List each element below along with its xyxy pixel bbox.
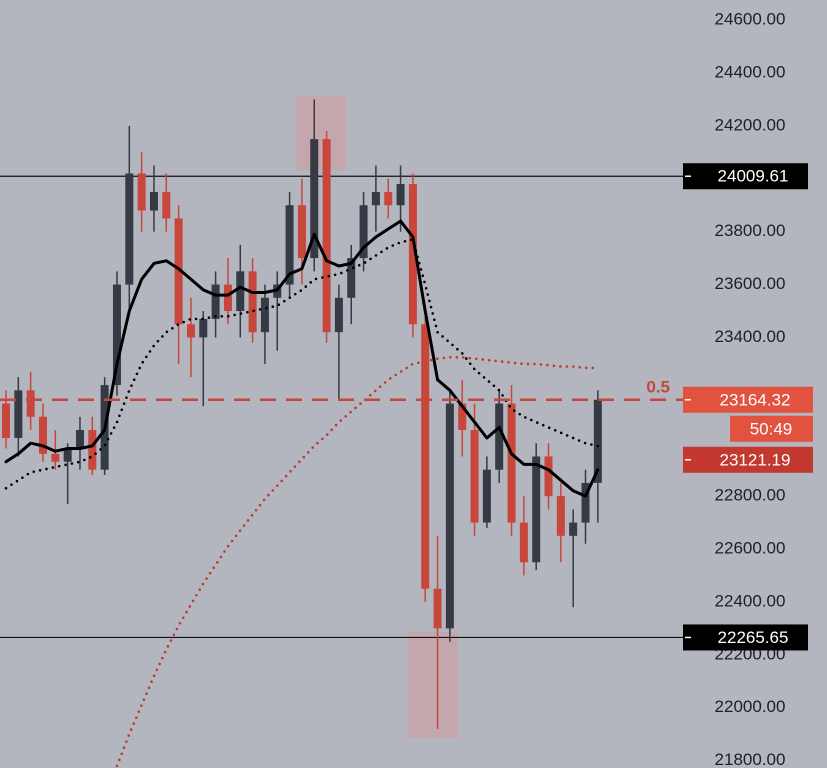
- candle-body: [211, 284, 220, 319]
- y-tick-label: 23800.00: [715, 221, 786, 240]
- candle-body: [63, 448, 72, 462]
- y-tick-label: 23600.00: [715, 274, 786, 293]
- candle-body: [322, 139, 331, 333]
- candle-body: [519, 522, 528, 563]
- candle-body: [482, 469, 491, 523]
- y-tick-label: 22400.00: [715, 591, 786, 610]
- candle-body: [371, 192, 380, 206]
- y-tick-label: 22800.00: [715, 486, 786, 505]
- price-tag: [683, 446, 813, 473]
- candle-body: [75, 430, 84, 449]
- price-tag-text: 23164.32: [720, 390, 791, 409]
- candle-body: [384, 192, 393, 206]
- candle-body: [359, 205, 368, 259]
- candle-body: [112, 284, 121, 386]
- candle-body: [14, 390, 23, 438]
- candle-body: [88, 430, 97, 470]
- candle-body: [260, 297, 269, 333]
- price-tag-text: 24009.61: [718, 167, 789, 186]
- countdown-tag: [730, 415, 813, 442]
- candle-body: [334, 297, 343, 333]
- moving-average: [4, 238, 600, 490]
- candle-body: [297, 205, 306, 259]
- candle-body: [458, 403, 467, 431]
- y-tick-label: 22600.00: [715, 539, 786, 558]
- price-tag-text: 23121.19: [720, 450, 791, 469]
- y-tick-label: 24200.00: [715, 115, 786, 134]
- price-tag-text: 22265.65: [718, 628, 789, 647]
- y-tick-label: 21800.00: [715, 750, 786, 768]
- y-tick-label: 23400.00: [715, 327, 786, 346]
- highlight-box: [296, 96, 346, 170]
- candle-body: [556, 496, 565, 536]
- candle-body: [2, 403, 10, 438]
- price-tag: [683, 163, 808, 190]
- candle-body: [51, 453, 60, 462]
- candle-body: [532, 456, 541, 563]
- candle-body: [38, 416, 47, 454]
- candle-body: [186, 324, 195, 338]
- highlight-box: [408, 632, 458, 738]
- candle-body: [236, 271, 245, 312]
- candle-body: [162, 192, 171, 219]
- moving-average: [4, 219, 600, 498]
- candle-body: [248, 271, 257, 333]
- candle-body: [26, 390, 35, 417]
- candle-body: [421, 324, 430, 589]
- candle-body: [581, 482, 590, 523]
- candle-body: [507, 403, 516, 523]
- candle-body: [445, 403, 454, 629]
- candle-body: [433, 588, 442, 629]
- countdown-text: 50:49: [750, 419, 793, 438]
- candle-body: [396, 184, 405, 206]
- candle-body: [310, 139, 319, 259]
- candle-body: [544, 456, 553, 497]
- candle-body: [593, 399, 602, 483]
- candle-body: [125, 173, 134, 285]
- candle-body: [199, 318, 208, 338]
- price-tag: [683, 386, 813, 413]
- candle-body: [495, 403, 504, 470]
- y-tick-label: 22000.00: [715, 697, 786, 716]
- candle-body: [569, 522, 578, 536]
- candle-body: [285, 205, 294, 285]
- candle-body: [470, 430, 479, 523]
- candle-body: [174, 218, 183, 325]
- candle-body: [347, 258, 356, 298]
- candle-body: [223, 284, 232, 312]
- fib-label: 0.5: [646, 377, 670, 396]
- candle-body: [408, 184, 417, 325]
- price-tag: [683, 624, 808, 651]
- candle-body: [137, 173, 146, 211]
- y-tick-label: 24600.00: [715, 10, 786, 29]
- candle-body: [149, 192, 158, 211]
- y-tick-label: 24400.00: [715, 62, 786, 81]
